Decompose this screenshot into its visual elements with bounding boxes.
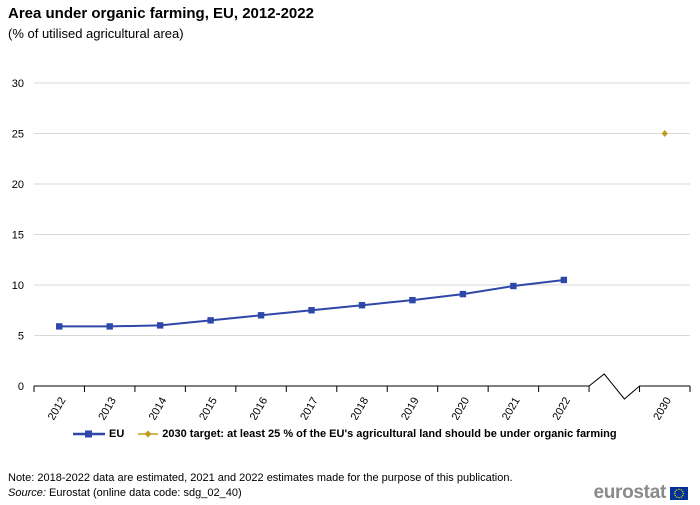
chart-title: Area under organic farming, EU, 2012-202… [8, 5, 314, 22]
x-tick-label: 2017 [298, 395, 321, 420]
data-point-eu [106, 323, 113, 330]
data-point-eu [459, 290, 467, 298]
line-chart: 0 5 10 15 20 25 30 2012 2013 2014 2015 2016 2017 2018… [12, 78, 691, 420]
y-tick-label: 10 [12, 280, 24, 292]
x-tick-label: 2030 [651, 395, 674, 420]
logo-text: eurostat [593, 482, 666, 503]
eurostat-logo: eurostat [593, 482, 688, 504]
x-tick-label: 2022 [550, 395, 573, 420]
y-tick-label: 5 [18, 331, 24, 343]
data-point-eu [560, 276, 568, 284]
legend-target-swatch [138, 430, 159, 438]
data-point-eu [156, 322, 164, 329]
chart-legend: EU 2030 target: at least 25 % of the EU'… [73, 428, 631, 440]
data-point-eu [358, 302, 366, 309]
x-tick-label: 2019 [399, 395, 422, 420]
x-tick-label: 2013 [96, 395, 119, 420]
data-point-eu [308, 307, 315, 314]
legend-label-eu: EU [109, 428, 125, 440]
y-tick-label: 15 [12, 230, 24, 242]
x-tick-label: 2012 [46, 395, 69, 420]
footnote: Note: 2018-2022 data are estimated, 2021… [8, 472, 513, 484]
data-point-target [661, 130, 668, 137]
axis-break-mark [588, 373, 640, 400]
data-point-eu [510, 282, 517, 290]
x-tick-label: 2018 [349, 395, 372, 420]
data-point-eu [56, 323, 63, 330]
x-tick-label: 2016 [248, 395, 271, 420]
eu-flag-icon [670, 486, 688, 500]
x-tick-label: 2014 [147, 395, 170, 420]
legend-eu-swatch [73, 430, 105, 438]
series-line-eu [59, 278, 564, 328]
source-line: Source: Eurostat (online data code: sdg_… [8, 487, 242, 499]
data-point-eu [257, 312, 265, 319]
y-tick-label: 20 [12, 179, 24, 191]
legend-item-target: 2030 target: at least 25 % of the EU's a… [138, 428, 617, 440]
data-point-eu [207, 317, 214, 324]
x-tick-label: 2020 [450, 395, 473, 420]
source-label: Source: [8, 487, 46, 499]
legend-item-eu: EU [73, 428, 124, 440]
y-tick-label: 0 [18, 381, 24, 393]
chart-subtitle: (% of utilised agricultural area) [8, 26, 184, 41]
x-tick-label: 2015 [197, 395, 220, 420]
data-point-eu [409, 296, 416, 304]
source-text: Eurostat (online data code: sdg_02_40) [48, 487, 242, 499]
legend-label-target: 2030 target: at least 25 % of the EU's a… [162, 428, 617, 440]
y-tick-label: 30 [12, 78, 24, 90]
y-tick-label: 25 [12, 129, 24, 141]
x-tick-label: 2021 [500, 395, 523, 420]
